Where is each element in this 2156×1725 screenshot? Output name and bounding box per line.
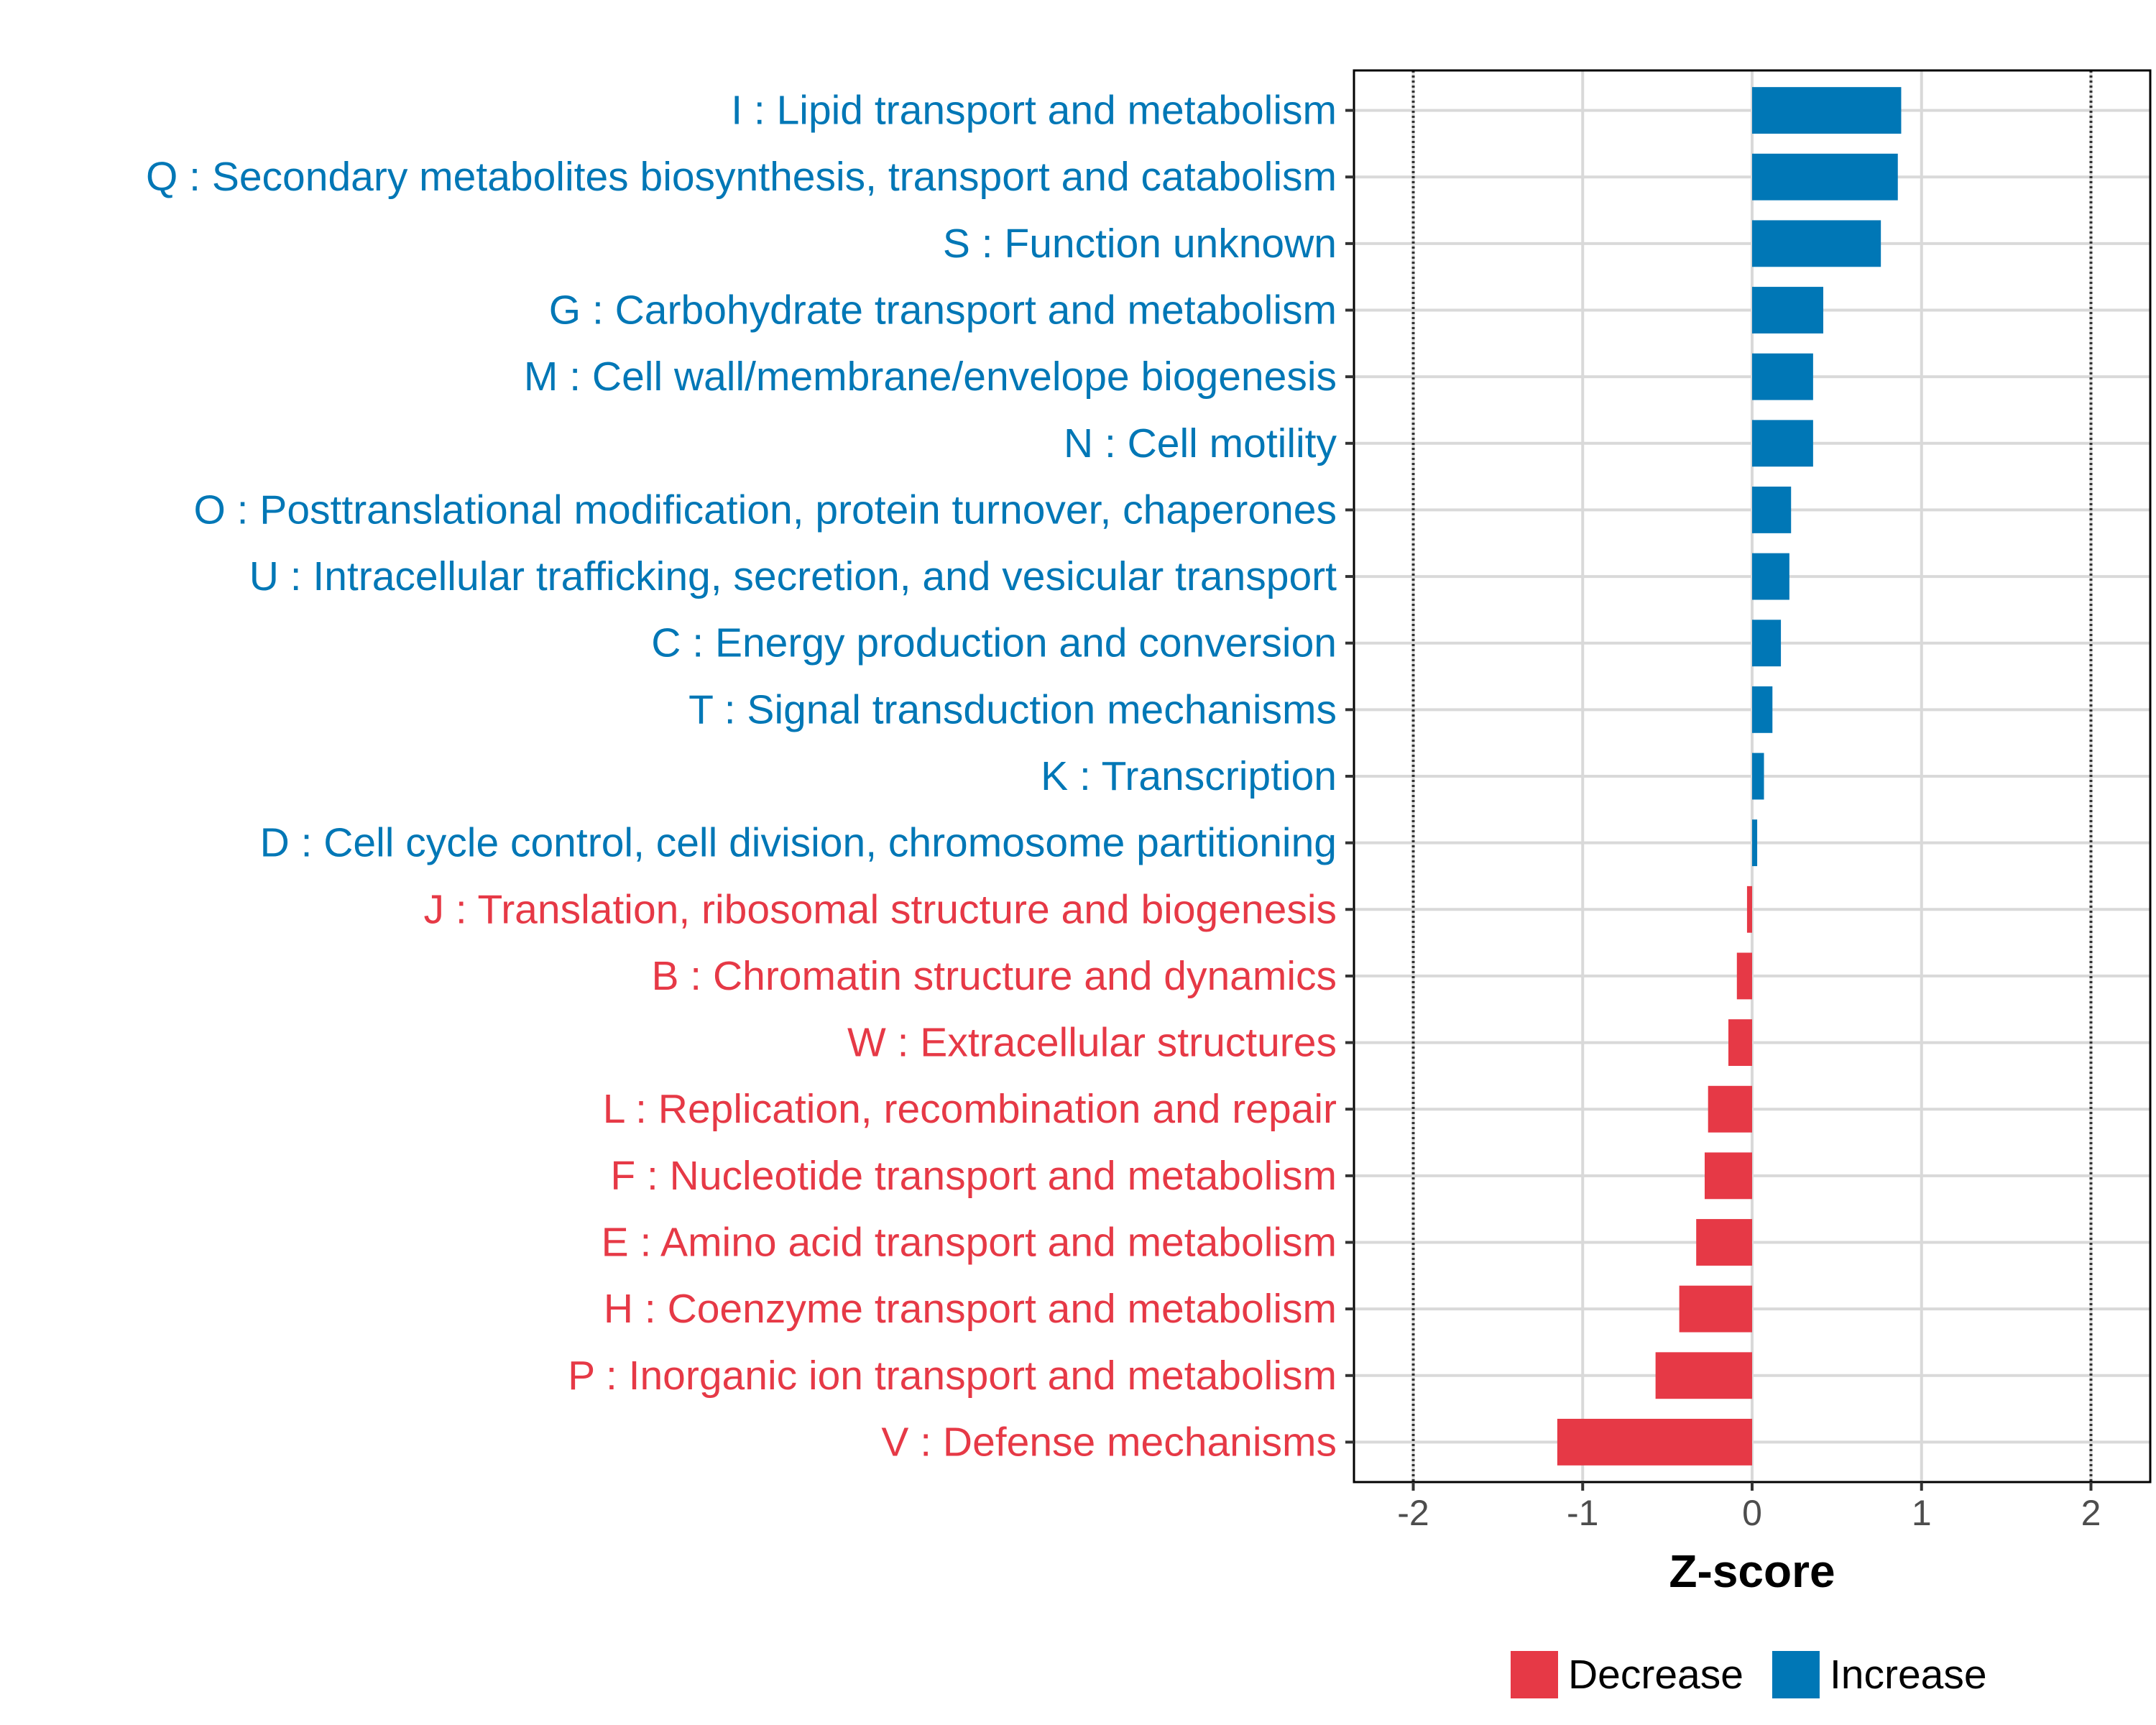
category-label: M : Cell wall/membrane/envelope biogenes… [524,354,1337,400]
category-label: H : Coenzyme transport and metabolism [604,1286,1337,1332]
x-tick-label: 2 [2081,1493,2101,1533]
category-label: F : Nucleotide transport and metabolism [610,1153,1337,1199]
bars [1557,87,1902,1466]
category-label: V : Defense mechanisms [881,1419,1337,1465]
bar [1696,1219,1752,1266]
category-label: G : Carbohydrate transport and metabolis… [549,288,1337,334]
bar [1704,1152,1752,1200]
category-label: W : Extracellular structures [847,1020,1337,1066]
legend-swatch [1772,1651,1820,1698]
legend-swatch [1511,1651,1558,1698]
bar [1752,220,1881,267]
reference-lines [1411,70,2093,1482]
category-label: Q : Secondary metabolites biosynthesis, … [146,154,1337,200]
x-tick-label: 1 [1912,1493,1932,1533]
bar [1752,819,1758,867]
x-tick-label: -2 [1397,1493,1429,1533]
bar [1655,1352,1752,1399]
bar [1679,1285,1752,1333]
bar [1708,1085,1752,1133]
category-label: N : Cell motility [1064,420,1337,466]
bar [1557,1418,1752,1466]
category-label: B : Chromatin structure and dynamics [651,953,1337,999]
bar [1752,553,1789,600]
bar [1752,620,1782,667]
x-axis-title: Z-score [1669,1545,1835,1597]
category-label: I : Lipid transport and metabolism [731,88,1337,134]
legend-label: Increase [1830,1652,1987,1698]
bar [1752,153,1898,201]
bar [1736,952,1752,1000]
category-label: J : Translation, ribosomal structure and… [424,886,1337,932]
bar [1752,753,1764,800]
category-label: P : Inorganic ion transport and metaboli… [568,1353,1337,1399]
category-label: T : Signal transduction mechanisms [688,686,1337,732]
y-axis-ticks [1345,109,1354,1444]
bar [1746,886,1752,933]
bar [1752,287,1824,334]
category-labels: I : Lipid transport and metabolism Q : Se… [146,88,1337,1466]
bar [1752,487,1792,533]
bar [1752,420,1813,467]
x-axis-ticks: -2 -1 0 1 2 [1397,1482,2101,1533]
legend-label: Decrease [1568,1652,1743,1698]
bar [1752,686,1773,733]
category-label: E : Amino acid transport and metabolism [602,1219,1337,1265]
category-label: O : Posttranslational modification, prot… [193,487,1337,533]
bar [1728,1019,1752,1066]
x-tick-label: 0 [1742,1493,1762,1533]
legend: Decrease Increase [1511,1651,1987,1698]
bar [1752,353,1813,400]
category-label: C : Energy production and conversion [651,620,1337,666]
category-label: U : Intracellular trafficking, secretion… [249,553,1337,599]
category-label: S : Function unknown [943,221,1337,267]
category-label: D : Cell cycle control, cell division, c… [260,820,1337,866]
x-tick-label: -1 [1567,1493,1598,1533]
category-label: K : Transcription [1041,753,1337,799]
bar [1752,87,1902,134]
category-label: L : Replication, recombination and repai… [603,1086,1337,1132]
